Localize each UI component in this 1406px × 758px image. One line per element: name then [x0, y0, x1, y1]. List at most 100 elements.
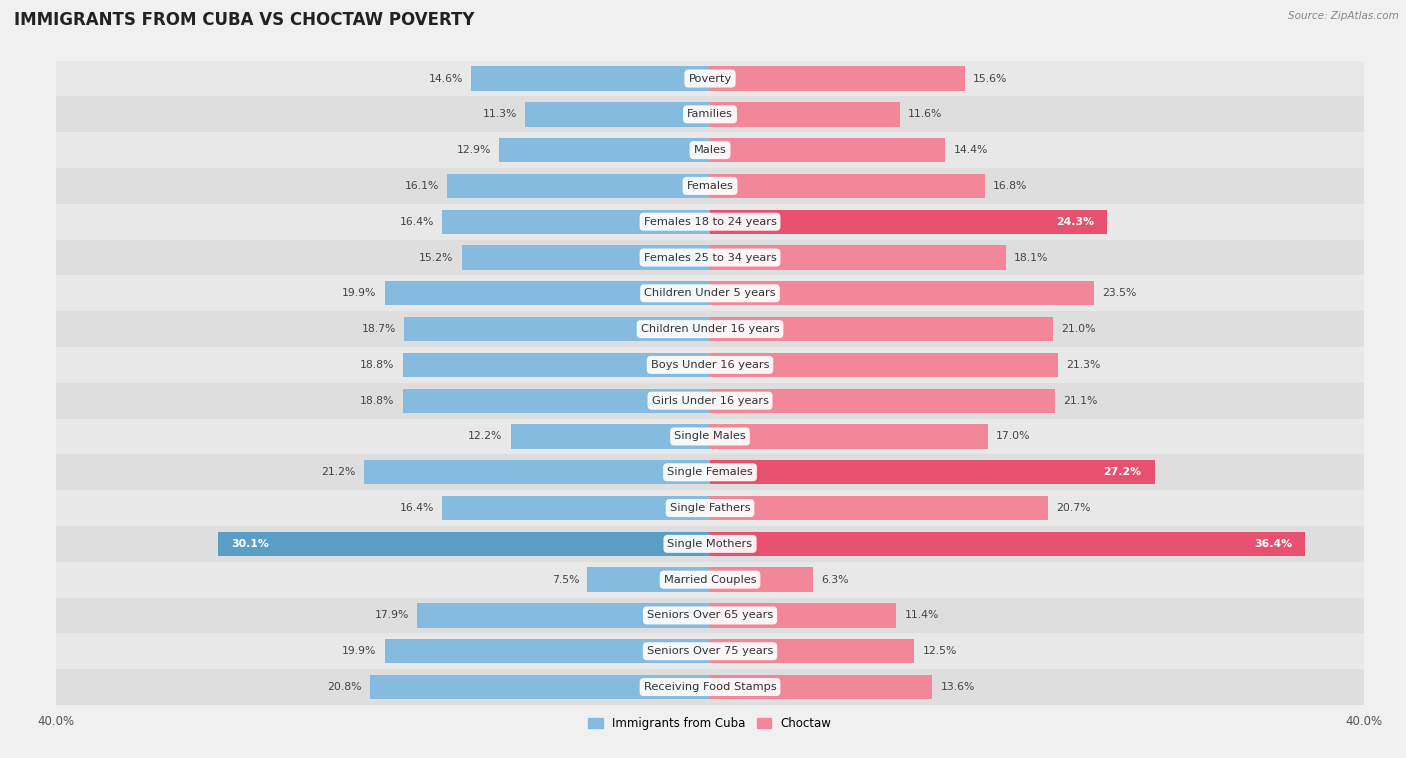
Text: 24.3%: 24.3% [1056, 217, 1094, 227]
Text: 14.6%: 14.6% [429, 74, 463, 83]
Text: 18.1%: 18.1% [1014, 252, 1049, 262]
Text: Source: ZipAtlas.com: Source: ZipAtlas.com [1288, 11, 1399, 21]
Bar [526, 102, 710, 127]
Text: 15.6%: 15.6% [973, 74, 1008, 83]
Bar [370, 675, 710, 699]
Bar [710, 531, 1305, 556]
Bar [710, 317, 1053, 341]
Text: Single Fathers: Single Fathers [669, 503, 751, 513]
Bar [461, 246, 710, 270]
Text: 13.6%: 13.6% [941, 682, 974, 692]
Bar [710, 209, 1107, 234]
Text: IMMIGRANTS FROM CUBA VS CHOCTAW POVERTY: IMMIGRANTS FROM CUBA VS CHOCTAW POVERTY [14, 11, 475, 30]
Bar [471, 67, 710, 91]
Bar [710, 603, 897, 628]
Text: Seniors Over 65 years: Seniors Over 65 years [647, 610, 773, 621]
Bar [56, 61, 1364, 96]
Text: Males: Males [693, 145, 727, 155]
Bar [56, 132, 1364, 168]
Text: 27.2%: 27.2% [1104, 467, 1142, 478]
Bar [499, 138, 710, 162]
Text: 7.5%: 7.5% [551, 575, 579, 584]
Text: 17.9%: 17.9% [375, 610, 409, 621]
Bar [710, 460, 1154, 484]
Bar [710, 102, 900, 127]
Text: 30.1%: 30.1% [231, 539, 269, 549]
Bar [56, 275, 1364, 312]
Text: 12.2%: 12.2% [468, 431, 502, 441]
Text: 11.3%: 11.3% [482, 109, 517, 119]
Bar [56, 383, 1364, 418]
Text: Girls Under 16 years: Girls Under 16 years [651, 396, 769, 406]
Text: 19.9%: 19.9% [342, 288, 377, 299]
Bar [385, 639, 710, 663]
Bar [56, 204, 1364, 240]
Text: 21.2%: 21.2% [321, 467, 356, 478]
Bar [56, 168, 1364, 204]
Bar [385, 281, 710, 305]
Bar [218, 531, 710, 556]
Text: 16.4%: 16.4% [399, 503, 434, 513]
Bar [710, 568, 813, 592]
Text: 18.8%: 18.8% [360, 396, 395, 406]
Text: 23.5%: 23.5% [1102, 288, 1136, 299]
Text: 11.6%: 11.6% [908, 109, 942, 119]
Bar [710, 496, 1049, 520]
Text: 21.0%: 21.0% [1062, 324, 1095, 334]
Text: 19.9%: 19.9% [342, 647, 377, 656]
Bar [56, 562, 1364, 597]
Text: 16.4%: 16.4% [399, 217, 434, 227]
Bar [510, 424, 710, 449]
Bar [710, 67, 965, 91]
Text: 18.8%: 18.8% [360, 360, 395, 370]
Bar [56, 526, 1364, 562]
Bar [56, 418, 1364, 454]
Bar [710, 639, 914, 663]
Text: 21.1%: 21.1% [1063, 396, 1098, 406]
Bar [402, 389, 710, 413]
Bar [56, 312, 1364, 347]
Text: 12.9%: 12.9% [457, 145, 491, 155]
Bar [418, 603, 710, 628]
Bar [405, 317, 710, 341]
Text: Single Mothers: Single Mothers [668, 539, 752, 549]
Text: Females: Females [686, 181, 734, 191]
Text: 14.4%: 14.4% [953, 145, 988, 155]
Bar [710, 389, 1054, 413]
Bar [441, 496, 710, 520]
Bar [56, 634, 1364, 669]
Bar [56, 490, 1364, 526]
Text: Females 18 to 24 years: Females 18 to 24 years [644, 217, 776, 227]
Text: 20.7%: 20.7% [1056, 503, 1091, 513]
Text: Married Couples: Married Couples [664, 575, 756, 584]
Text: 16.1%: 16.1% [405, 181, 439, 191]
Text: Receiving Food Stamps: Receiving Food Stamps [644, 682, 776, 692]
Text: 11.4%: 11.4% [904, 610, 939, 621]
Text: 17.0%: 17.0% [995, 431, 1031, 441]
Bar [588, 568, 710, 592]
Bar [56, 347, 1364, 383]
Bar [710, 281, 1094, 305]
Bar [56, 669, 1364, 705]
Bar [56, 597, 1364, 634]
Bar [710, 174, 984, 198]
Bar [710, 424, 988, 449]
Text: Seniors Over 75 years: Seniors Over 75 years [647, 647, 773, 656]
Text: 15.2%: 15.2% [419, 252, 453, 262]
Text: Children Under 5 years: Children Under 5 years [644, 288, 776, 299]
Bar [447, 174, 710, 198]
Bar [364, 460, 710, 484]
Bar [402, 352, 710, 377]
Text: 16.8%: 16.8% [993, 181, 1028, 191]
Text: 21.3%: 21.3% [1066, 360, 1101, 370]
Bar [56, 454, 1364, 490]
Text: 18.7%: 18.7% [361, 324, 396, 334]
Text: Families: Families [688, 109, 733, 119]
Text: 6.3%: 6.3% [821, 575, 849, 584]
Text: Poverty: Poverty [689, 74, 731, 83]
Bar [441, 209, 710, 234]
Bar [56, 240, 1364, 275]
Text: Single Males: Single Males [673, 431, 747, 441]
Bar [710, 675, 932, 699]
Text: 12.5%: 12.5% [922, 647, 957, 656]
